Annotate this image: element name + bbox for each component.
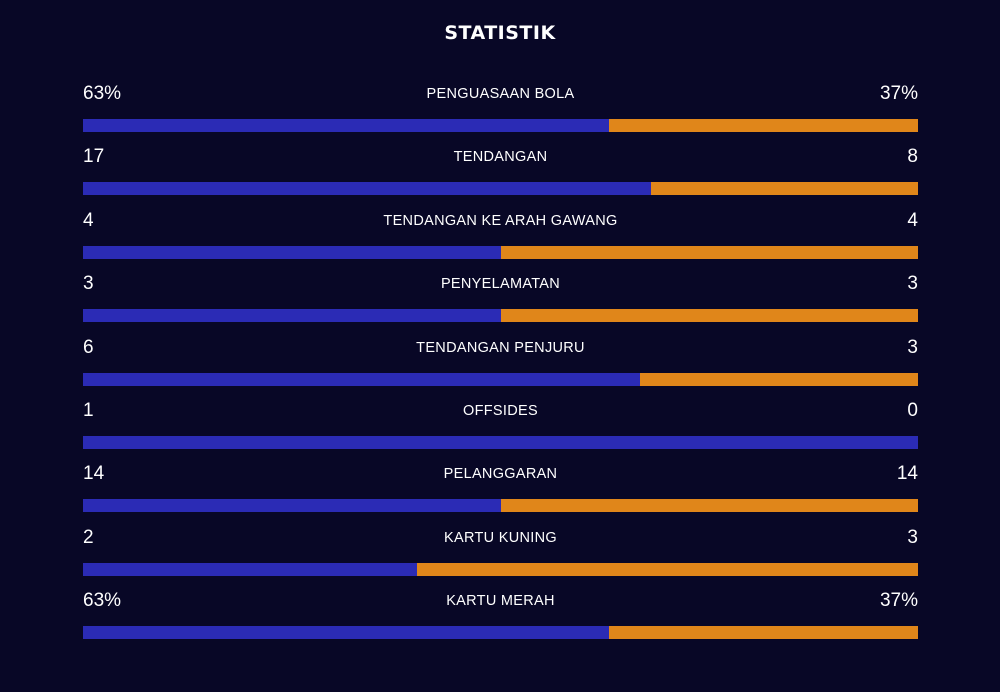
stats-list: 63% PENGUASAAN BOLA 37% 17 TENDANGAN 8 4…	[83, 80, 918, 651]
home-bar-segment	[83, 435, 918, 449]
stat-label: PENYELAMATAN	[440, 276, 561, 293]
away-value: 0	[907, 399, 918, 421]
away-bar-segment	[500, 245, 918, 259]
home-bar-segment	[83, 119, 610, 132]
comparison-bar	[83, 182, 918, 196]
comparison-bar	[83, 562, 918, 576]
home-value: 1	[83, 399, 94, 421]
comparison-bar	[83, 119, 918, 132]
stat-row-corners: 6 TENDANGAN PENJURU 3	[83, 334, 918, 397]
stat-label: OFFSIDES	[463, 402, 538, 419]
home-value: 63%	[83, 590, 122, 612]
stat-row-offsides: 1 OFFSIDES 0	[83, 397, 918, 460]
away-value: 4	[907, 209, 918, 231]
home-bar-segment	[83, 245, 501, 259]
stat-row-saves: 3 PENYELAMATAN 3	[83, 270, 918, 333]
away-bar-segment	[500, 499, 918, 513]
comparison-bar	[83, 372, 918, 386]
away-bar-segment	[639, 372, 918, 386]
home-bar-segment	[83, 562, 417, 576]
home-bar-segment	[83, 182, 651, 196]
away-value: 3	[907, 336, 918, 358]
away-bar-segment	[417, 562, 918, 576]
away-value: 37%	[879, 83, 918, 104]
stat-row-yellow-cards: 2 KARTU KUNING 3	[83, 524, 918, 587]
away-bar-segment	[609, 626, 918, 640]
away-bar-segment	[500, 309, 918, 323]
home-value: 4	[83, 209, 94, 231]
comparison-bar	[83, 245, 918, 259]
home-value: 3	[83, 273, 94, 295]
comparison-bar	[83, 626, 918, 640]
stat-row-red-cards: 63% KARTU MERAH 37%	[83, 587, 918, 650]
comparison-bar	[83, 309, 918, 323]
home-bar-segment	[83, 309, 501, 323]
home-value: 63%	[83, 83, 122, 104]
away-bar-segment	[609, 119, 918, 132]
home-value: 2	[83, 526, 94, 548]
stat-row-shots: 17 TENDANGAN 8	[83, 143, 918, 206]
away-value: 3	[907, 526, 918, 548]
stat-row-fouls: 14 PELANGGARAN 14	[83, 460, 918, 523]
comparison-bar	[83, 499, 918, 513]
comparison-bar	[83, 435, 918, 449]
away-value: 37%	[879, 590, 918, 612]
stat-label: PENGUASAAN BOLA	[426, 86, 575, 102]
home-bar-segment	[83, 372, 640, 386]
home-bar-segment	[83, 626, 610, 640]
stat-label: TENDANGAN KE ARAH GAWANG	[383, 212, 618, 229]
stat-label: KARTU KUNING	[444, 529, 557, 546]
stat-row-possession: 63% PENGUASAAN BOLA 37%	[83, 80, 918, 143]
stat-label: TENDANGAN	[453, 149, 548, 166]
away-value: 3	[907, 273, 918, 295]
stat-label: TENDANGAN PENJURU	[416, 339, 585, 356]
stat-row-shots-on-target: 4 TENDANGAN KE ARAH GAWANG 4	[83, 207, 918, 270]
home-bar-segment	[83, 499, 501, 513]
stat-label: PELANGGARAN	[443, 466, 558, 483]
away-bar-segment	[650, 182, 918, 196]
home-value: 17	[83, 146, 105, 168]
stat-label: KARTU MERAH	[446, 593, 555, 610]
home-value: 14	[83, 463, 105, 485]
away-value: 8	[907, 146, 918, 168]
stats-title: STATISTIK	[444, 22, 556, 44]
away-value: 14	[896, 463, 918, 485]
home-value: 6	[83, 336, 94, 358]
